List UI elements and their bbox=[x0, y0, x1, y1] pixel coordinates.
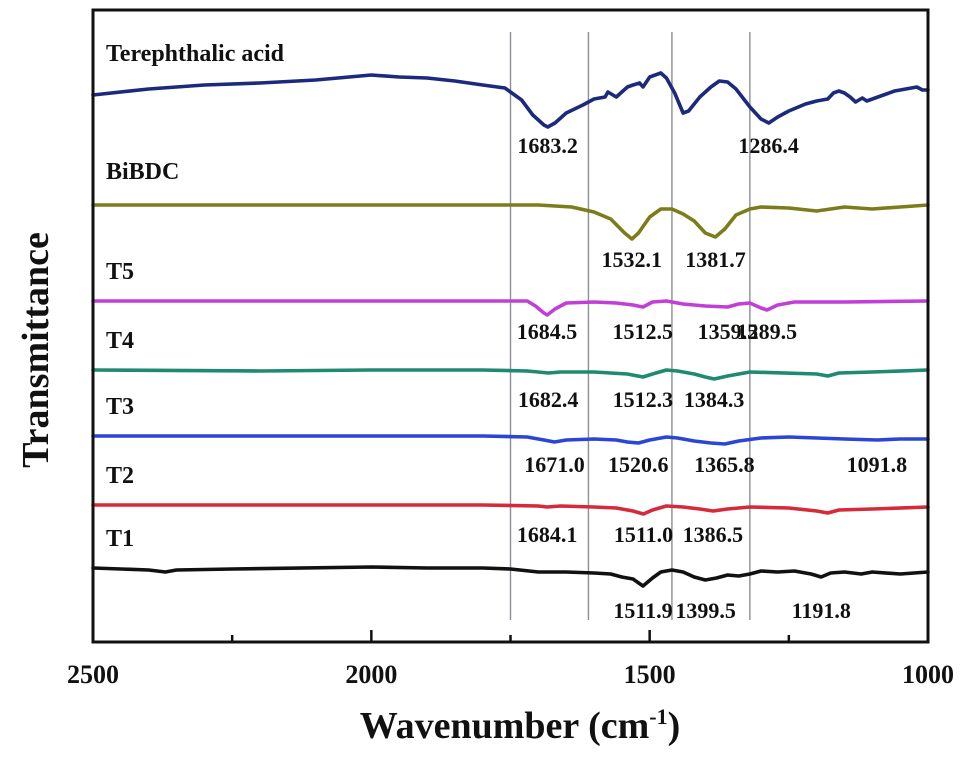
peak-label: 1671.0 bbox=[524, 452, 585, 477]
series-name-label: T4 bbox=[106, 328, 134, 354]
x-axis-title-tail: ) bbox=[668, 705, 681, 747]
peak-label: 1682.4 bbox=[518, 387, 579, 412]
series-layer bbox=[91, 71, 930, 588]
peak-label: 1532.1 bbox=[602, 247, 663, 272]
peak-label: 1520.6 bbox=[608, 452, 669, 477]
x-axis-ticks: 2500 2000 1500 1000 bbox=[67, 630, 954, 689]
peak-label: 1365.8 bbox=[694, 452, 755, 477]
peak-label: 1359.5 bbox=[698, 319, 759, 344]
peak-label: 1684.1 bbox=[517, 522, 578, 547]
peak-label: 1512.5 bbox=[612, 319, 673, 344]
peak-label: 1511.0 bbox=[614, 522, 673, 547]
peak-label: 1683.2 bbox=[517, 133, 578, 158]
peak-label: 1512.3 bbox=[613, 387, 674, 412]
series-names: Terephthalic acid BiBDC T5 T4 T3 T2 T1 bbox=[106, 41, 285, 552]
series-name-label: T3 bbox=[106, 394, 134, 420]
series-line-2 bbox=[91, 299, 930, 317]
series-name-label: T1 bbox=[106, 526, 134, 552]
peak-label: 1384.3 bbox=[684, 387, 745, 412]
peak-label: 1286.4 bbox=[738, 133, 799, 158]
y-axis-title: Transmittance bbox=[15, 232, 57, 468]
peak-label: 1289.5 bbox=[737, 319, 798, 344]
x-axis-title: Wavenumber (cm-1) bbox=[360, 704, 681, 747]
x-tick-label: 1000 bbox=[902, 660, 954, 689]
series-name-label: Terephthalic acid bbox=[106, 41, 285, 67]
x-tick-label: 1500 bbox=[624, 660, 676, 689]
series-line-4 bbox=[91, 434, 930, 446]
series-name-label: T2 bbox=[106, 463, 134, 489]
reference-lines bbox=[509, 32, 751, 620]
peak-label: 1381.7 bbox=[685, 247, 746, 272]
peak-labels: 1683.2 1286.4 1532.1 1381.7 1684.5 1512.5 1359… bbox=[517, 133, 907, 623]
series-line-1 bbox=[91, 203, 930, 241]
series-line-6 bbox=[91, 565, 930, 588]
peak-label: 1091.8 bbox=[847, 452, 908, 477]
peak-label: 1399.5 bbox=[675, 598, 736, 623]
x-tick-label: 2000 bbox=[345, 660, 397, 689]
series-line-3 bbox=[91, 368, 930, 381]
series-name-label: T5 bbox=[106, 259, 134, 285]
series-name-label: BiBDC bbox=[106, 159, 179, 185]
x-axis-title-superscript: -1 bbox=[649, 704, 667, 729]
peak-label: 1191.8 bbox=[792, 598, 851, 623]
x-tick-label: 2500 bbox=[67, 660, 119, 689]
peak-label: 1386.5 bbox=[683, 522, 744, 547]
peak-label: 1684.5 bbox=[517, 319, 578, 344]
peak-label: 1511.9 bbox=[613, 598, 672, 623]
series-line-0 bbox=[91, 71, 930, 129]
series-line-5 bbox=[91, 503, 930, 516]
